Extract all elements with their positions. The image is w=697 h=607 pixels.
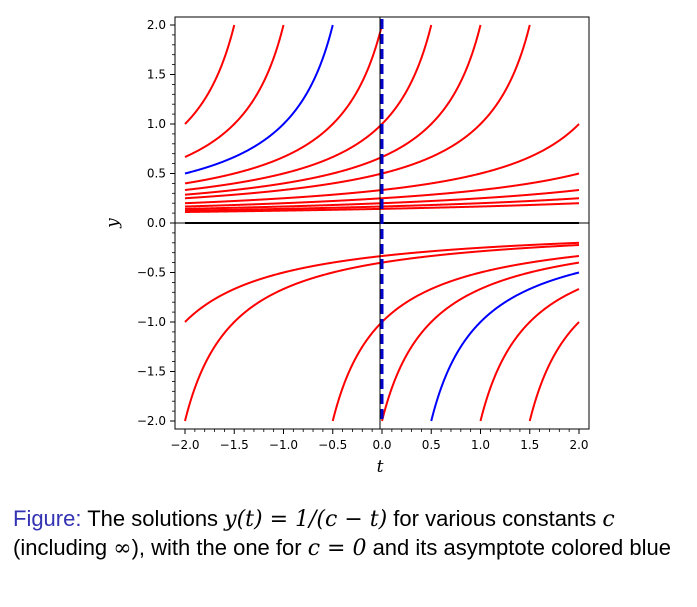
caption-text-1: The solutions [81,506,225,531]
x-tick-label: 1.0 [471,438,490,452]
y-tick-label: 2.0 [147,18,166,32]
y-tick-label: −2.0 [137,414,166,428]
y-tick-label: −0.5 [137,266,166,280]
y-tick-label: 0.5 [147,167,166,181]
y-tick-label: 1.5 [147,68,166,82]
axis-ticks: −2.0 −1.5 −1.0 −0.5 0.0 0.5 1.0 1.5 2.0 −2.0 −1.5 −… [137,18,589,452]
series-line-c-neg1-1 [331,255,580,422]
x-axis-label: t [377,457,384,477]
series-line-c-0-1 [430,271,580,422]
x-tick-label: −0.5 [318,438,347,452]
caption-c-equals-zero: c = 0 [307,536,367,561]
series-line-c-0p5 [184,24,383,185]
caption-text-2: for various constants [387,506,603,531]
solution-curves-chart: −2.0 −1.5 −1.0 −0.5 0.0 0.5 1.0 1.5 2.0 −2.0 −1.5 −… [103,16,590,477]
figure-caption: Figure: The solutions y(t) = 1/(c − t) f… [13,505,683,563]
series-line-c-neg1 [184,24,236,125]
x-tick-label: 2.0 [569,438,588,452]
x-tick-label: −2.0 [170,438,199,452]
caption-infinity: ∞ [113,536,132,561]
series-line-c-0p5-1 [479,288,580,422]
series-line-c-neg3 [184,241,580,323]
series-line-c-2 [184,24,531,200]
y-tick-label: −1.0 [137,315,166,329]
caption-text-4: ), with the one for [131,535,308,560]
x-tick-label: 1.5 [520,438,539,452]
series-line-c-1-1 [528,321,580,422]
x-tick-label: −1.0 [269,438,298,452]
series-line-c-4 [184,172,580,208]
caption-text-3: (including [13,535,114,560]
y-axis-label: y [103,218,123,229]
series-line-c-1 [184,24,433,191]
y-tick-label: −1.5 [137,365,166,379]
series-line-c-neg0p5 [184,24,285,158]
series-line-c-1p5 [184,24,482,196]
caption-c-symbol: c [602,507,615,532]
y-tick-label: 1.0 [147,117,166,131]
caption-text-5: and its asymptote colored blue [366,535,671,560]
x-tick-label: −1.5 [220,438,249,452]
series-line-c-neg0p5-1 [381,261,580,422]
y-tick-label: 0.0 [147,216,166,230]
caption-formula: y(t) = 1/(c − t) [224,507,388,532]
series-line-c-0 [184,24,334,175]
x-tick-label: 0.0 [372,438,391,452]
caption-prefix: Figure: [13,506,82,531]
x-tick-label: 0.5 [422,438,441,452]
